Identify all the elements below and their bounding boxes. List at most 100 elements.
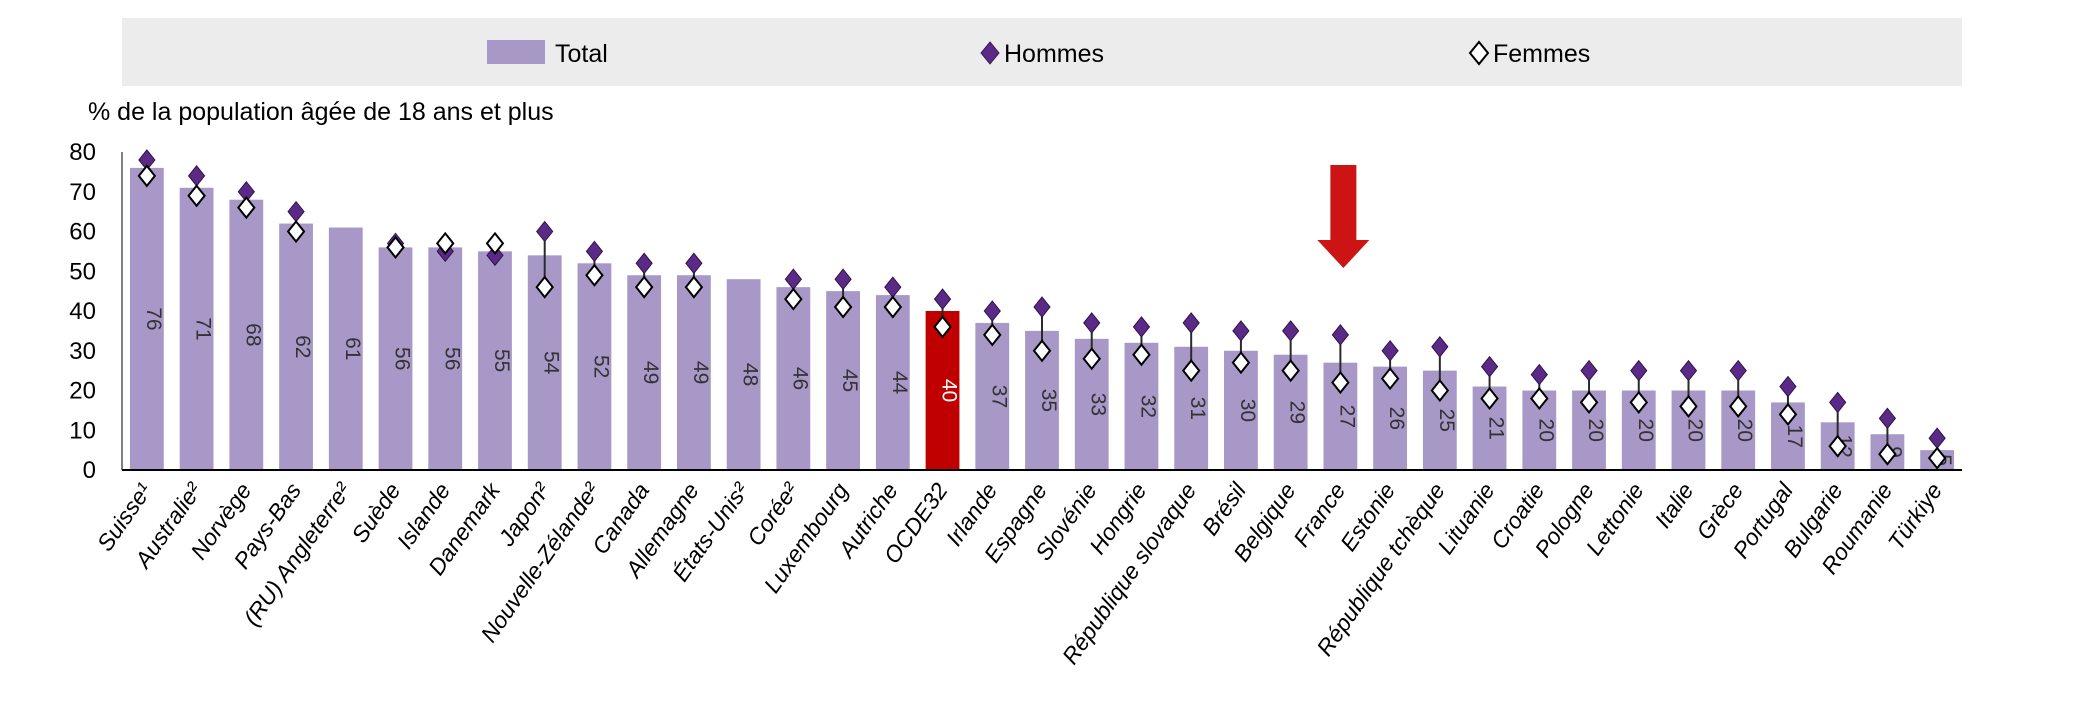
y-tick-label-20: 20 [69, 378, 96, 405]
hommes-marker-luxembourg [834, 268, 852, 291]
hommes-marker-lettonie [1630, 359, 1648, 382]
hommes-marker-espagne [1033, 296, 1051, 318]
femmes-marker-allemagne [684, 275, 704, 299]
femmes-marker-lituanie [1480, 386, 1499, 411]
y-tick-label-30: 30 [69, 338, 96, 365]
value-label-hongrie: 32 [1136, 395, 1159, 418]
hommes-marker-lituanie [1480, 355, 1499, 378]
annotation [1317, 165, 1370, 268]
y-tick-label-40: 40 [69, 298, 96, 325]
femmes-marker-croatie [1530, 386, 1549, 411]
femmes-marker-grece [1728, 394, 1748, 419]
bar-suisse [129, 167, 164, 470]
value-label-coree: 46 [788, 367, 811, 390]
femmes-marker-islande [435, 231, 455, 256]
value-label-grece: 20 [1733, 419, 1756, 442]
value-label-allemagne: 49 [689, 361, 712, 384]
legend-total-label: Total [555, 40, 608, 68]
y-tick-label-80: 80 [69, 139, 96, 166]
femmes-marker-republique-tcheque [1430, 378, 1450, 403]
hommes-marker-bulgarie [1829, 391, 1847, 414]
femmes-marker-pologne [1579, 390, 1599, 415]
y-axis: 0 10 20 30 40 50 60 70 80 [69, 139, 123, 484]
y-axis-label: % de la population âgée de 18 ans et plu… [88, 98, 554, 126]
value-label-australie: 71 [192, 317, 215, 340]
bar-danemark [478, 251, 512, 470]
value-label-lituanie: 21 [1485, 417, 1508, 440]
bar-allemagne [676, 275, 711, 470]
femmes-marker-slovenie [1082, 347, 1102, 371]
value-label-estonie: 26 [1385, 407, 1408, 430]
value-label-danemark: 55 [490, 349, 513, 372]
hommes-marker-australie [187, 165, 206, 187]
legend-background [122, 18, 1962, 86]
hommes-marker-croatie [1530, 363, 1548, 386]
femmes-marker-norvege [237, 196, 256, 220]
legend-hommes-marker [980, 41, 1000, 65]
value-label-autriche: 44 [888, 371, 911, 395]
hommes-marker-hongrie [1132, 316, 1151, 338]
femmes-marker-pays-bas [286, 219, 306, 244]
bar-irlande [975, 322, 1010, 470]
hommes-marker-japon [536, 220, 554, 243]
hommes-marker-irlande [983, 300, 1001, 322]
femmes-marker-nouvelle-zelande [585, 263, 604, 287]
value-label-islande: 56 [440, 347, 463, 370]
hommes-marker-pays-bas [287, 200, 305, 223]
hommes-marker-grece [1729, 359, 1747, 382]
hommes-marker-slovenie [1083, 312, 1101, 334]
bar-ru-angleterre [328, 227, 363, 470]
femmes-marker-belgique [1281, 359, 1300, 383]
bar-coree [776, 287, 811, 470]
y-tick-label-10: 10 [69, 417, 96, 444]
value-label-pologne: 20 [1584, 419, 1607, 442]
femmes-marker-portugal [1778, 402, 1798, 426]
hommes-marker-canada [635, 252, 653, 275]
value-label-lettonie: 20 [1634, 419, 1657, 442]
hommes-marker-pologne [1580, 359, 1598, 382]
arrow-annotation-france [1317, 165, 1370, 268]
hommes-marker-nouvelle-zelande [585, 240, 604, 263]
femmes-marker-france [1331, 370, 1350, 395]
femmes-marker-suisse [137, 164, 157, 188]
femmes-marker-italie [1679, 394, 1698, 419]
value-label-japon: 54 [540, 351, 563, 375]
bar-islande [428, 247, 463, 470]
femmes-marker-japon [535, 275, 554, 299]
femmes-marker-coree [784, 287, 803, 311]
value-label-italie: 20 [1683, 419, 1706, 442]
hommes-marker-republique-slovaque [1182, 312, 1200, 334]
bar-canada [627, 275, 662, 470]
femmes-marker-danemark [485, 231, 505, 256]
femmes-marker-hongrie [1132, 343, 1151, 367]
value-label-espagne: 35 [1037, 389, 1060, 412]
value-label-pays-bas: 62 [291, 335, 314, 358]
hommes-marker-republique-tcheque [1431, 335, 1449, 358]
value-label-nouvelle-zelande: 52 [589, 355, 612, 378]
femmes-marker-ocde32 [933, 315, 952, 339]
value-label-ru-angleterre: 61 [341, 337, 364, 360]
hommes-marker-portugal [1779, 375, 1797, 398]
femmes-marker-estonie [1380, 366, 1400, 391]
hommes-marker-bresil [1232, 320, 1250, 342]
femmes-marker-irlande [982, 323, 1002, 347]
value-label-republique-tcheque: 25 [1435, 409, 1458, 432]
y-tick-label-70: 70 [69, 179, 96, 206]
femmes-marker-turkiye [1927, 446, 1947, 470]
legend-total-swatch [487, 40, 545, 64]
femmes-marker-autriche [883, 295, 903, 319]
value-label-croatie: 20 [1534, 419, 1557, 442]
femmes-marker-bulgarie [1828, 434, 1847, 458]
y-tick-label-0: 0 [83, 457, 96, 484]
femmes-marker-lettonie [1629, 390, 1649, 415]
legend: Total Hommes Femmes [122, 18, 1962, 86]
bar-etats-unis [726, 279, 761, 470]
femmes-marker-suede [386, 235, 405, 260]
markers [137, 149, 1947, 470]
value-label-slovenie: 33 [1087, 393, 1110, 416]
value-label-canada: 49 [639, 361, 662, 384]
value-label-republique-slovaque: 31 [1186, 397, 1209, 420]
legend-femmes-marker [1468, 40, 1490, 66]
